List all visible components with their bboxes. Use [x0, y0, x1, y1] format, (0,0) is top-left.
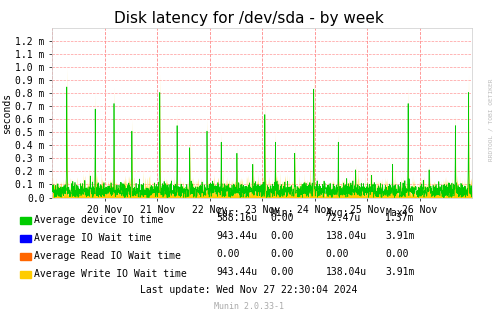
Text: 0.00: 0.00 — [385, 249, 409, 259]
Text: 0.00: 0.00 — [271, 249, 294, 259]
Text: 0.00: 0.00 — [326, 249, 349, 259]
Text: 138.04u: 138.04u — [326, 267, 367, 277]
Y-axis label: seconds: seconds — [2, 92, 12, 134]
Text: Average Read IO Wait time: Average Read IO Wait time — [34, 251, 181, 261]
Text: Munin 2.0.33-1: Munin 2.0.33-1 — [214, 302, 283, 311]
Text: Disk latency for /dev/sda - by week: Disk latency for /dev/sda - by week — [114, 11, 383, 26]
Text: Max:: Max: — [385, 208, 409, 217]
Text: 3.91m: 3.91m — [385, 267, 414, 277]
Text: 1.37m: 1.37m — [385, 213, 414, 223]
Text: 943.44u: 943.44u — [216, 231, 257, 241]
Text: 0.00: 0.00 — [216, 249, 240, 259]
Text: Cur:: Cur: — [216, 208, 240, 217]
Text: 72.47u: 72.47u — [326, 213, 361, 223]
Text: 138.04u: 138.04u — [326, 231, 367, 241]
Text: 3.91m: 3.91m — [385, 231, 414, 241]
Text: Average device IO time: Average device IO time — [34, 215, 163, 225]
Text: 588.16u: 588.16u — [216, 213, 257, 223]
Text: 0.00: 0.00 — [271, 267, 294, 277]
Text: Avg:: Avg: — [326, 208, 349, 217]
Text: RRDTOOL / TOBI OETIKER: RRDTOOL / TOBI OETIKER — [489, 79, 494, 161]
Text: 943.44u: 943.44u — [216, 267, 257, 277]
Text: Average IO Wait time: Average IO Wait time — [34, 233, 151, 243]
Text: 0.00: 0.00 — [271, 213, 294, 223]
Text: 0.00: 0.00 — [271, 231, 294, 241]
Text: Average Write IO Wait time: Average Write IO Wait time — [34, 269, 186, 279]
Text: Min:: Min: — [271, 208, 294, 217]
Text: Last update: Wed Nov 27 22:30:04 2024: Last update: Wed Nov 27 22:30:04 2024 — [140, 285, 357, 295]
